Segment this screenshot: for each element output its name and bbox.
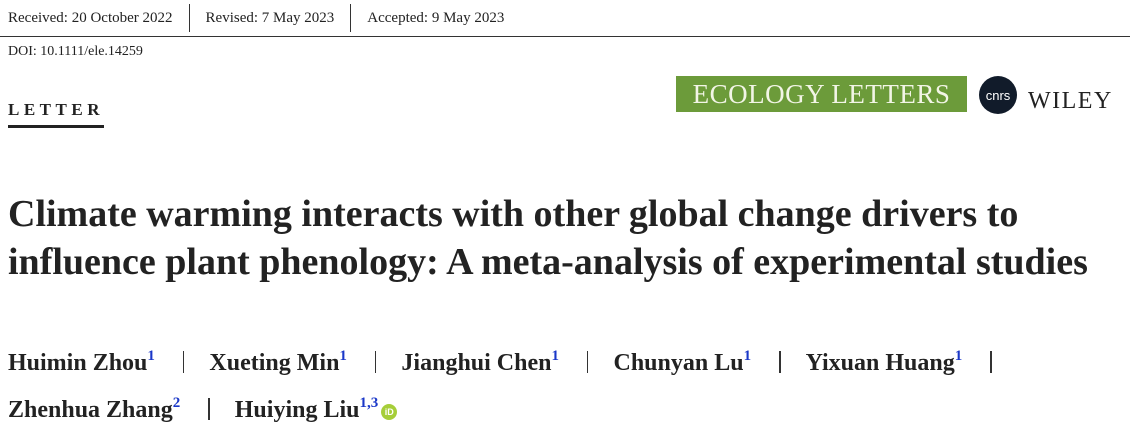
separator (208, 398, 210, 420)
publisher-logo[interactable]: WILEY (1028, 88, 1113, 114)
author-name: Zhenhua Zhang (8, 397, 173, 423)
authors: Huimin Zhou1 Xueting Min1 Jianghui Chen1 Ch… (8, 336, 1108, 430)
title: Climate warming interacts with other glo… (8, 193, 1088, 283)
affiliation[interactable]: 1 (147, 348, 155, 364)
author: Jianghui Chen1 (401, 348, 559, 376)
affiliation[interactable]: 2 (172, 395, 181, 411)
affiliation[interactable]: 1,3 (359, 395, 379, 411)
affiliation[interactable]: 1 (954, 348, 963, 364)
author: Chunyan Lu1 (613, 348, 752, 376)
author: Huimin Zhou1 (8, 348, 155, 376)
accepted: Accepted: 9 May 2023 (367, 10, 505, 26)
author: Huiying Liu1,3iD (234, 395, 398, 423)
author-name: Jianghui Chen (401, 350, 552, 376)
author: Xueting Min1 (209, 348, 347, 376)
dates: Received: 20 October 2022 Revised: 7 May… (0, 0, 1130, 37)
orcid-icon[interactable]: iD (381, 404, 398, 420)
received: Received: 20 October 2022 (0, 4, 190, 32)
section: LETTER (8, 100, 104, 128)
author-name: Huimin Zhou (8, 350, 148, 376)
author-name: Huiying Liu (234, 397, 360, 423)
author: Yixuan Huang1 (805, 348, 963, 376)
author-name: Chunyan Lu (613, 350, 744, 376)
affiliation[interactable]: 1 (339, 348, 347, 364)
doi[interactable]: DOI: 10.1111/ele.14259 (8, 44, 143, 59)
affiliation[interactable]: 1 (551, 348, 559, 364)
separator (182, 351, 185, 373)
author: Zhenhua Zhang2 (8, 395, 181, 423)
separator (779, 351, 781, 373)
author-name: Xueting Min (209, 350, 340, 376)
journal-logo[interactable]: ECOLOGY LETTERS (676, 76, 967, 112)
separator (374, 351, 377, 373)
separator (586, 351, 589, 373)
page: Received: 20 October 2022 Revised: 7 May… (0, 0, 1130, 423)
author-name: Yixuan Huang (805, 350, 955, 376)
separator (990, 351, 992, 373)
affiliation[interactable]: 1 (743, 348, 752, 364)
revised: Revised: 7 May 2023 (190, 4, 352, 32)
cnrs-logo: cnrs (979, 76, 1017, 114)
